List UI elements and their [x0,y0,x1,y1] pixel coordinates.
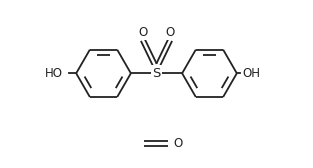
Text: S: S [152,67,161,80]
Text: O: O [166,26,175,39]
Text: O: O [138,26,147,39]
Text: OH: OH [242,67,260,80]
Text: HO: HO [45,67,63,80]
Text: O: O [173,137,182,150]
